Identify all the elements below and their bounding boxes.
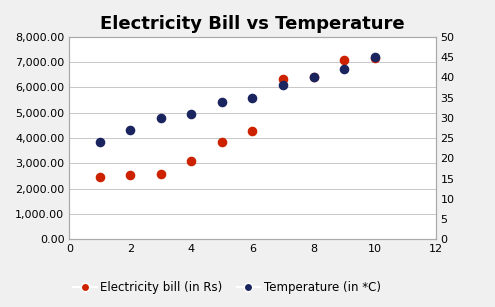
Title: Electricity Bill vs Temperature: Electricity Bill vs Temperature (100, 14, 405, 33)
Temperature (in *C) (309, 75, 317, 80)
Temperature (in *C) (218, 99, 226, 104)
Electricity bill (in Rs) (96, 175, 104, 180)
Temperature (in *C) (157, 115, 165, 120)
Electricity bill (in Rs) (279, 76, 287, 81)
Electricity bill (in Rs) (188, 158, 196, 163)
Temperature (in *C) (96, 140, 104, 145)
Temperature (in *C) (248, 95, 256, 100)
Temperature (in *C) (126, 128, 134, 133)
Temperature (in *C) (371, 55, 379, 60)
Temperature (in *C) (188, 111, 196, 116)
Temperature (in *C) (340, 67, 348, 72)
Electricity bill (in Rs) (371, 56, 379, 61)
Electricity bill (in Rs) (340, 57, 348, 62)
Electricity bill (in Rs) (157, 172, 165, 177)
Legend: Electricity bill (in Rs), Temperature (in *C): Electricity bill (in Rs), Temperature (i… (68, 276, 386, 298)
Temperature (in *C) (279, 83, 287, 88)
Electricity bill (in Rs) (248, 128, 256, 133)
Electricity bill (in Rs) (309, 75, 317, 80)
Electricity bill (in Rs) (218, 139, 226, 144)
Electricity bill (in Rs) (126, 173, 134, 177)
